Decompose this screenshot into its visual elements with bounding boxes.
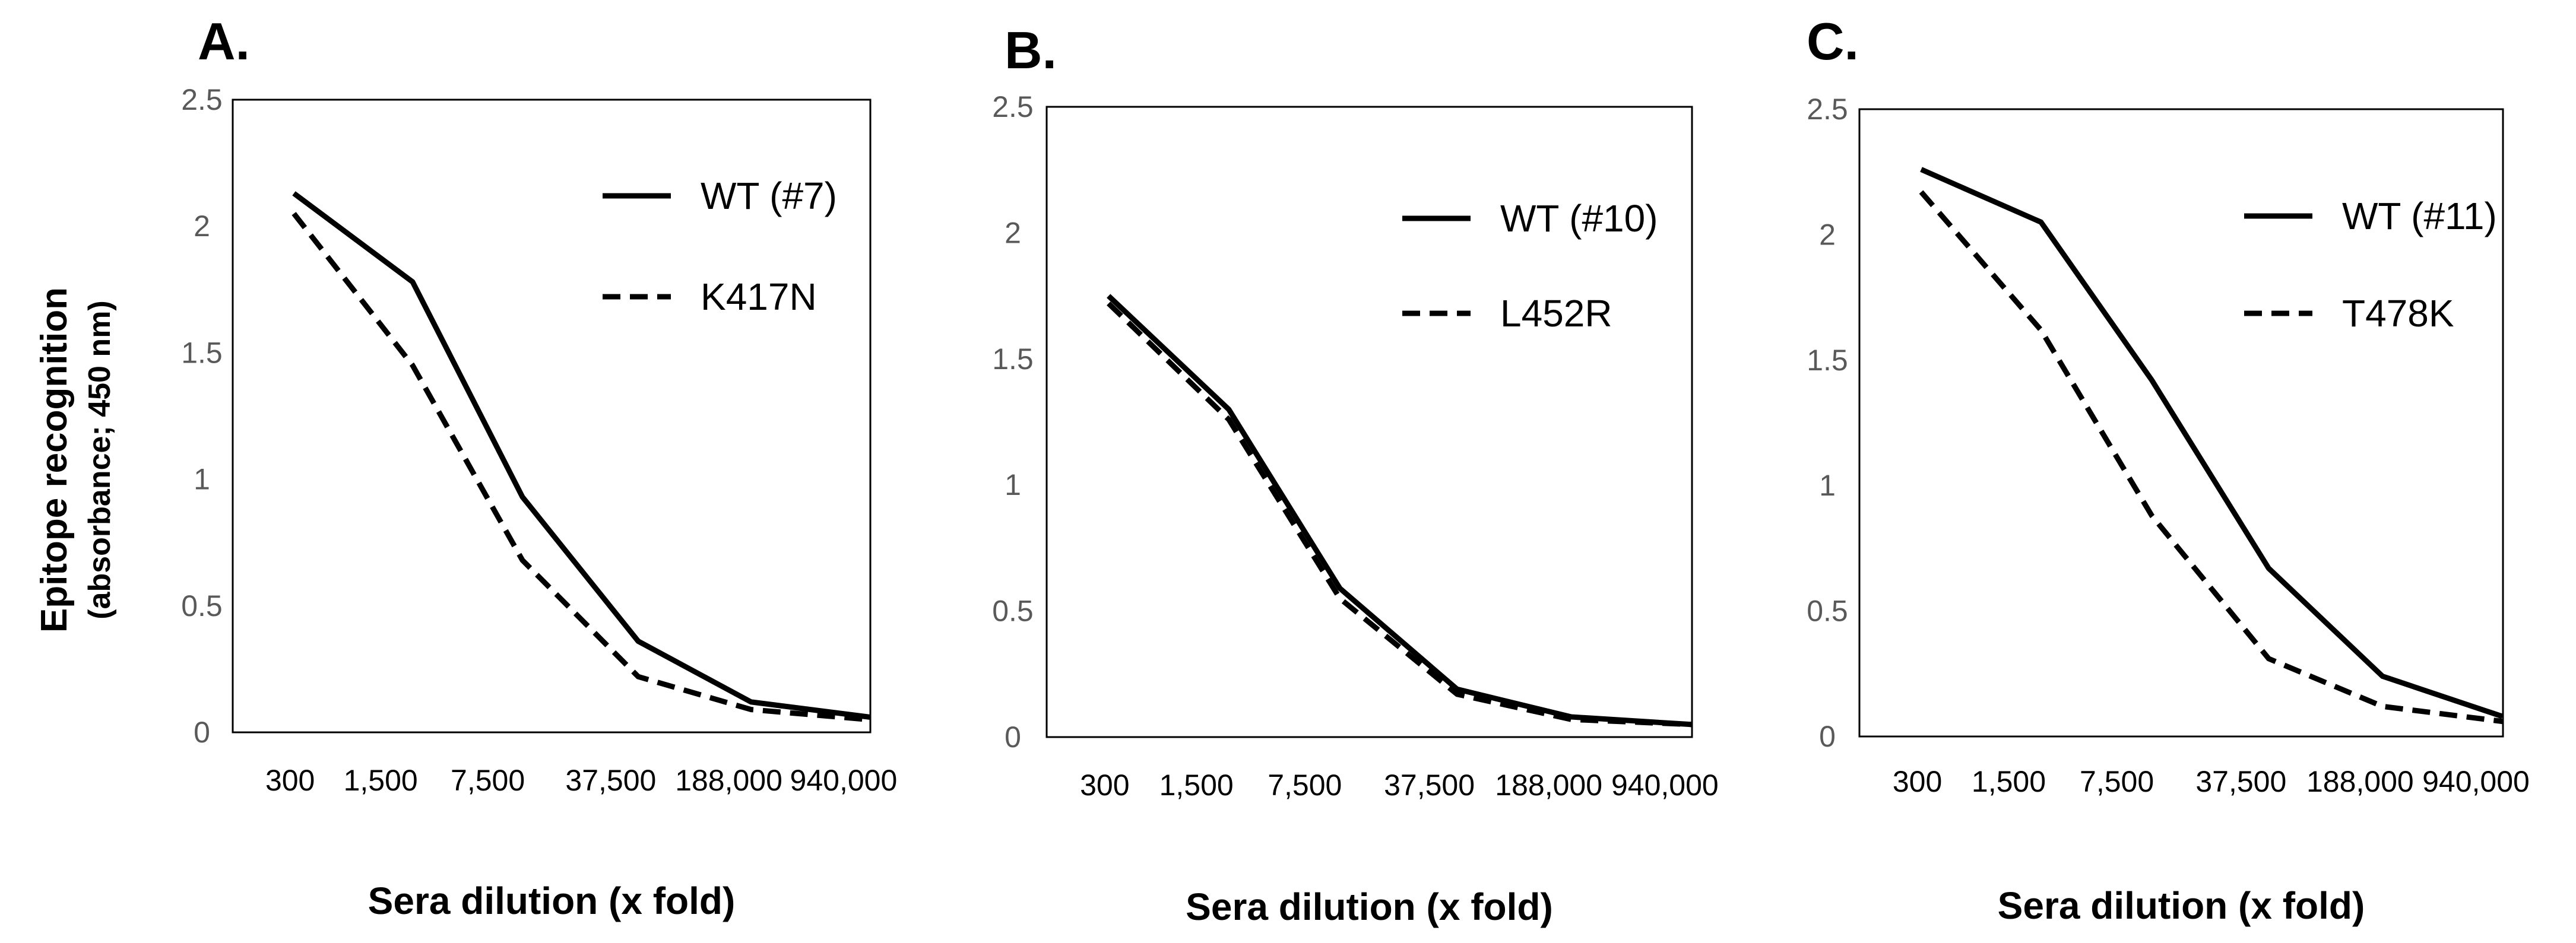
x-tick-label: 188,000	[1495, 769, 1602, 802]
y-tick-label: 1	[1819, 469, 1836, 502]
x-axis-label: Sera dilution (x fold)	[1998, 884, 2365, 927]
x-axis-label: Sera dilution (x fold)	[1186, 885, 1553, 928]
x-tick-label: 300	[265, 764, 315, 797]
panel-label: A.	[198, 12, 250, 71]
legend-label: T478K	[2342, 292, 2454, 335]
series-line-dashed	[1919, 190, 2503, 725]
y-tick-label: 2	[194, 209, 210, 243]
y-tick-label: 0.5	[181, 589, 223, 623]
x-tick-label: 940,000	[1611, 769, 1719, 802]
series-line-dashed	[291, 212, 870, 723]
x-axis-label: Sera dilution (x fold)	[368, 880, 736, 922]
y-tick-label: 1.5	[181, 336, 223, 369]
chart-panel: C. 0 0.5 1 1.5 2 2.5 300 1,500 7,500 37,500 188,000…	[1807, 12, 2530, 927]
y-tick-label: 2.5	[181, 83, 223, 116]
y-axis-title-main: Epitope recognition	[34, 287, 75, 633]
chart-panel: B. 0 0.5 1 1.5 2 2.5 300 1,500 7,500 37,500 188,000…	[992, 21, 1718, 928]
y-axis-title-sub: (absorbance; 450 nm)	[83, 300, 117, 620]
x-tick-label: 37,500	[1384, 769, 1475, 802]
series-line-dashed	[1107, 301, 1692, 728]
x-tick-label: 7,500	[451, 764, 525, 797]
y-tick-label: 0	[194, 716, 210, 749]
plot-frame	[1045, 106, 1693, 738]
panel-label: C.	[1807, 12, 1859, 71]
x-tick-label: 300	[1080, 769, 1129, 802]
x-tick-label: 940,000	[790, 764, 898, 797]
x-tick-label: 1,500	[1972, 765, 2046, 798]
y-tick-label: 1.5	[1807, 344, 1848, 377]
x-tick-label: 37,500	[2195, 765, 2286, 798]
y-tick-label: 0	[1819, 720, 1836, 753]
y-tick-label: 2.5	[992, 90, 1034, 123]
x-tick-label: 300	[1893, 765, 1942, 798]
series-line-solid	[1920, 167, 2504, 719]
y-tick-label: 0.5	[992, 595, 1034, 628]
y-tick-label: 1	[194, 463, 210, 496]
plot-frame	[1858, 108, 2504, 738]
legend-label: WT (#7)	[701, 174, 837, 217]
y-tick-label: 2.5	[1807, 93, 1848, 126]
chart-panels: A. 0 0.5 1 1.5 2 2.5 300 1,500 7,500 37,500 188,000…	[181, 12, 2530, 928]
x-tick-label: 188,000	[675, 764, 782, 797]
plot-frame	[232, 99, 872, 734]
chart-panel: A. 0 0.5 1 1.5 2 2.5 300 1,500 7,500 37,500 188,000…	[181, 12, 897, 922]
x-tick-label: 1,500	[1159, 769, 1234, 802]
panel-label: B.	[1005, 21, 1057, 80]
x-tick-label: 940,000	[2422, 765, 2530, 798]
legend-label: WT (#10)	[1500, 197, 1658, 240]
series-line-solid	[292, 191, 870, 720]
y-axis-title: Epitope recognition (absorbance; 450 nm)	[34, 287, 117, 633]
y-tick-label: 2	[1819, 218, 1836, 251]
legend-label: WT (#11)	[2342, 195, 2497, 237]
x-tick-label: 7,500	[1268, 769, 1342, 802]
x-tick-label: 188,000	[2306, 765, 2414, 798]
y-tick-label: 0	[1005, 720, 1021, 754]
x-tick-label: 7,500	[2080, 765, 2154, 798]
y-tick-label: 0.5	[1807, 595, 1848, 628]
x-tick-label: 37,500	[565, 764, 656, 797]
y-tick-label: 2	[1005, 216, 1021, 249]
y-tick-label: 1	[1005, 468, 1021, 501]
legend-label: K417N	[701, 275, 817, 318]
legend-label: L452R	[1500, 292, 1612, 335]
y-tick-label: 1.5	[992, 342, 1034, 376]
series-line-solid	[1107, 294, 1692, 728]
x-tick-label: 1,500	[344, 764, 418, 797]
